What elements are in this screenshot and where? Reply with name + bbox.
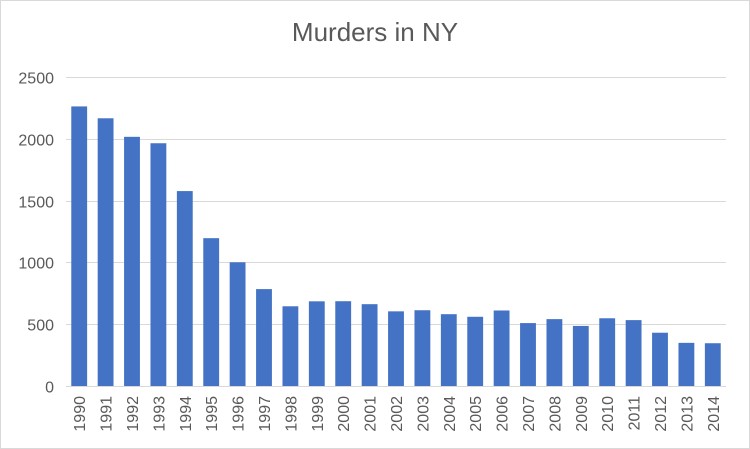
bar-1991 (97, 118, 114, 386)
x-tick-label: 1997 (257, 396, 274, 432)
y-tick-label: 500 (27, 318, 54, 335)
x-tick-label: 2006 (495, 396, 512, 432)
x-tick-label: 1996 (231, 396, 248, 432)
x-axis-ticks: 1990 1991 1992 1993 1994 1995 1996 1997 1998 1999… (72, 396, 723, 432)
x-tick-label: 1991 (99, 396, 116, 432)
bar-1992 (124, 136, 140, 386)
bar-2010 (599, 318, 616, 386)
x-tick-label: 1999 (310, 396, 327, 432)
bar-1995 (203, 238, 220, 386)
bar-2000 (335, 301, 352, 386)
y-tick-label: 1500 (18, 195, 54, 212)
bar-2009 (572, 325, 589, 386)
x-tick-label: 1994 (178, 396, 195, 432)
x-tick-label: 2000 (336, 396, 353, 432)
x-tick-label: 2010 (600, 396, 617, 432)
x-tick-label: 2011 (627, 396, 644, 431)
x-tick-label: 1992 (125, 396, 142, 432)
bar-1990 (71, 106, 88, 387)
bar-2003 (414, 310, 431, 386)
y-axis-ticks: 0 500 1000 1500 2000 2500 (18, 71, 54, 397)
bar-1993 (150, 143, 167, 386)
chart-title: Murders in NY (291, 17, 459, 47)
y-tick-label: 2500 (18, 71, 54, 88)
x-tick-label: 1998 (283, 396, 300, 432)
bar-2012 (652, 332, 668, 386)
x-tick-label: 2007 (521, 396, 538, 432)
x-tick-label: 2008 (547, 396, 564, 432)
bar-2013 (678, 342, 695, 386)
bar-2005 (467, 316, 484, 386)
x-tick-label: 2005 (468, 396, 485, 432)
bars (71, 106, 721, 387)
bar-2011 (625, 320, 642, 386)
x-tick-label: 2013 (679, 396, 696, 432)
x-tick-label: 2009 (574, 396, 591, 432)
bar-1994 (176, 191, 193, 386)
x-tick-label: 2002 (389, 396, 406, 432)
x-tick-label: 2014 (706, 396, 723, 432)
bar-2014 (704, 343, 721, 386)
bar-1997 (256, 289, 272, 386)
x-tick-label: 2004 (442, 396, 459, 432)
bar-2008 (546, 319, 563, 386)
x-tick-label: 2012 (653, 396, 670, 432)
bar-2006 (493, 310, 510, 386)
bar-2007 (520, 323, 536, 386)
bar-2002 (388, 311, 404, 386)
y-tick-label: 0 (45, 380, 54, 397)
x-tick-label: 2001 (363, 396, 380, 432)
bar-1999 (308, 301, 325, 386)
bar-1998 (282, 306, 299, 386)
x-tick-label: 1990 (72, 396, 89, 432)
x-tick-label: 1995 (204, 396, 221, 432)
y-tick-label: 1000 (18, 256, 54, 273)
bar-1996 (229, 262, 246, 386)
y-tick-label: 2000 (18, 133, 54, 150)
bar-2004 (440, 314, 457, 386)
x-tick-label: 1993 (151, 396, 168, 432)
bar-2001 (361, 304, 378, 386)
x-tick-label: 2003 (415, 396, 432, 432)
